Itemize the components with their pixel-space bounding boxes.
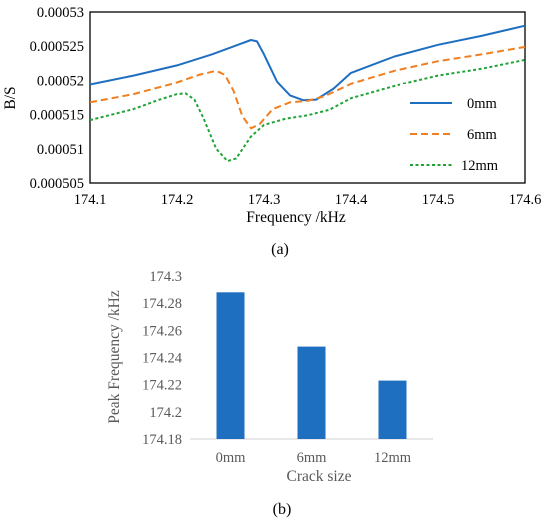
line-x-ticks: 174.1 174.2 174.3 174.4 174.5 174.6 — [74, 192, 542, 208]
legend-label-12mm: 12mm — [461, 158, 499, 174]
line-chart: 0.000505 0.00051 0.000515 0.00052 0.000525 0.… — [2, 5, 541, 258]
bar-y-tick-label: 174.3 — [149, 269, 182, 285]
line-x-axis-title: Frequency /kHz — [246, 209, 346, 226]
bar-category-label-6mm: 6mm — [297, 450, 328, 466]
legend-label-0mm: 0mm — [467, 96, 498, 112]
line-y-tick-label: 0.00051 — [37, 142, 84, 158]
bar-12mm — [378, 380, 407, 439]
legend-label-6mm: 6mm — [467, 127, 498, 143]
line-x-tick-label: 174.1 — [74, 192, 107, 208]
line-series-12mm — [89, 58, 526, 163]
line-x-tick-label: 174.5 — [422, 192, 455, 208]
line-series-0mm — [89, 24, 526, 102]
line-series-group — [89, 24, 526, 163]
line-y-tick-label: 0.000525 — [30, 39, 84, 55]
bar-category-label-12mm: 12mm — [374, 450, 412, 466]
bar-y-tick-label: 174.24 — [142, 351, 183, 367]
panel-label-a: (a) — [271, 241, 289, 258]
line-x-tick-label: 174.3 — [248, 192, 281, 208]
bar-y-tick-label: 174.18 — [142, 432, 182, 448]
line-y-tick-label: 0.00053 — [37, 5, 84, 21]
line-legend: 0mm 6mm 12mm — [400, 84, 522, 182]
panel-label-b: (b) — [273, 501, 292, 518]
line-y-ticks: 0.000505 0.00051 0.000515 0.00052 0.000525 0.… — [30, 5, 84, 192]
bar-marks — [216, 292, 407, 439]
line-y-axis-title: B/S — [2, 86, 19, 109]
bar-y-tick-label: 174.2 — [149, 405, 182, 421]
bar-x-axis-title: Crack size — [287, 468, 352, 485]
bar-y-axis-title: Peak Frequency /kHz — [106, 290, 123, 424]
line-x-tick-label: 174.4 — [335, 192, 368, 208]
line-x-tick-label: 174.2 — [161, 192, 194, 208]
bar-6mm — [297, 346, 326, 439]
bar-category-label-0mm: 0mm — [216, 450, 247, 466]
line-y-tick-label: 0.000515 — [30, 108, 84, 124]
line-y-tick-label: 0.000505 — [30, 176, 84, 192]
bar-y-tick-label: 174.22 — [142, 378, 182, 394]
bar-y-tick-label: 174.26 — [142, 323, 182, 339]
line-y-tick-label: 0.00052 — [37, 73, 84, 89]
line-plot-frame — [89, 11, 526, 184]
bar-y-tick-label: 174.28 — [142, 296, 182, 312]
bar-category-labels: 0mm 6mm 12mm — [216, 450, 412, 466]
bar-chart: 174.3 174.28 174.26 174.24 174.22 174.2 174.18… — [106, 269, 433, 518]
bar-y-ticks: 174.3 174.28 174.26 174.24 174.22 174.2 174.18 — [142, 269, 183, 448]
line-x-tick-label: 174.6 — [509, 192, 542, 208]
legend-background — [400, 84, 522, 182]
line-series-6mm — [89, 45, 526, 130]
bar-0mm — [216, 292, 245, 439]
